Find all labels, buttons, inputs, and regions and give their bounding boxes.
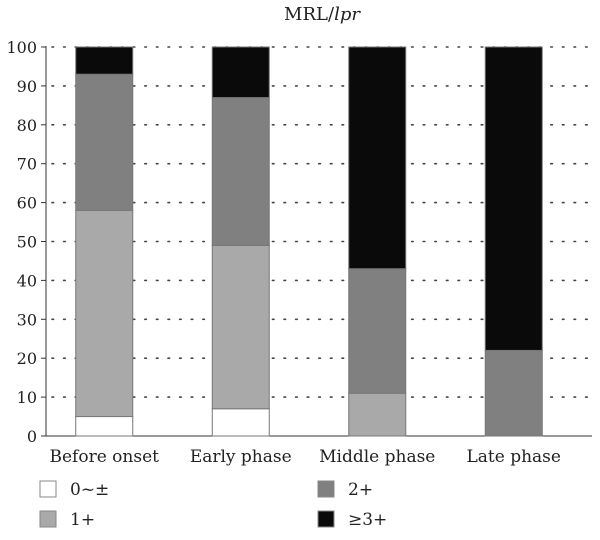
axes: 0 10 20 30 40 50 60 70 80 90 100 — [6, 38, 592, 446]
y-tick-label-2: 20 — [17, 349, 37, 368]
bars — [75, 46, 543, 437]
bar-2-series-1 — [348, 392, 407, 437]
y-tick-label-5: 50 — [17, 233, 37, 252]
bar-1-series-1 — [211, 244, 270, 410]
bar-3-series-2 — [484, 349, 543, 437]
bar-3-series-3 — [484, 46, 543, 351]
legend-swatch-0 — [39, 480, 57, 498]
legend-label-1: 1+ — [70, 510, 95, 530]
y-tick-label-10: 100 — [6, 38, 37, 57]
legend-swatch-2 — [317, 480, 335, 498]
y-tick-label-0: 0 — [27, 427, 37, 446]
y-tick-label-4: 40 — [17, 271, 37, 290]
legend-swatch-1 — [39, 510, 57, 528]
x-axis-labels: Before onset Early phase Middle phase Late … — [50, 447, 561, 467]
bar-0-series-2 — [75, 73, 134, 211]
bar-1-series-2 — [211, 97, 270, 246]
legend-swatch-3 — [317, 510, 335, 528]
legend: 0~± 1+ 2+ ≥3+ — [39, 480, 387, 530]
y-tick-label-6: 60 — [17, 194, 37, 213]
bar-2-series-3 — [348, 46, 407, 270]
y-tick-label-9: 90 — [17, 77, 37, 96]
y-tick-label-8: 80 — [17, 116, 37, 135]
legend-label-3: ≥3+ — [348, 510, 387, 530]
y-tick-label-1: 10 — [17, 388, 37, 407]
y-tick-label-3: 30 — [17, 310, 37, 329]
bar-1-series-0 — [211, 408, 270, 437]
y-tick-label-7: 70 — [17, 155, 37, 174]
chart-title: MRL/lpr — [284, 4, 361, 25]
bar-0-series-3 — [75, 46, 134, 75]
x-tick-label-1: Early phase — [190, 447, 292, 467]
bar-1-series-3 — [211, 46, 270, 99]
legend-label-2: 2+ — [348, 480, 373, 500]
x-tick-label-2: Middle phase — [319, 447, 435, 467]
legend-label-0: 0~± — [70, 480, 109, 500]
x-tick-label-3: Late phase — [467, 447, 561, 467]
bar-0-series-0 — [75, 416, 134, 437]
bar-0-series-1 — [75, 209, 134, 418]
x-tick-label-0: Before onset — [50, 447, 160, 467]
bar-2-series-2 — [348, 268, 407, 394]
